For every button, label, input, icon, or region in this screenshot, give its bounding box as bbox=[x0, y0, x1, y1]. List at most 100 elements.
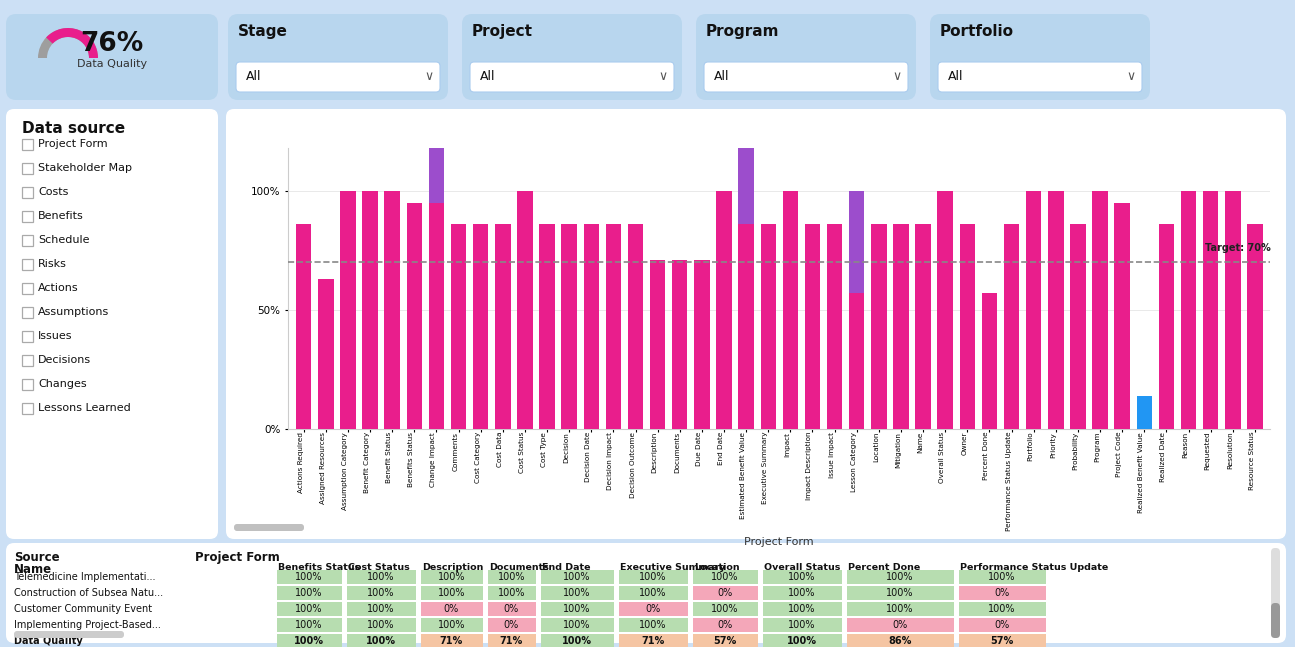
Bar bbox=[828, 224, 842, 429]
Text: 100%: 100% bbox=[640, 572, 667, 582]
Bar bbox=[960, 570, 1046, 584]
Text: 100%: 100% bbox=[368, 588, 395, 598]
Text: Lessons Learned: Lessons Learned bbox=[38, 403, 131, 413]
Text: Executive Summary: Executive Summary bbox=[620, 563, 725, 572]
Bar bbox=[694, 260, 710, 429]
Bar bbox=[693, 618, 758, 632]
Text: 100%: 100% bbox=[497, 588, 526, 598]
Bar bbox=[1004, 224, 1019, 429]
Bar bbox=[407, 203, 422, 429]
Text: 100%: 100% bbox=[711, 572, 738, 582]
Text: 100%: 100% bbox=[789, 620, 816, 630]
Bar bbox=[672, 260, 688, 429]
Text: 71%: 71% bbox=[641, 636, 664, 646]
Bar bbox=[619, 602, 688, 616]
Text: 100%: 100% bbox=[438, 620, 465, 630]
FancyBboxPatch shape bbox=[938, 62, 1142, 92]
Bar bbox=[894, 224, 909, 429]
Bar bbox=[619, 586, 688, 600]
Text: Data Quality: Data Quality bbox=[76, 59, 148, 69]
Bar bbox=[693, 570, 758, 584]
Text: All: All bbox=[948, 71, 963, 83]
Text: 100%: 100% bbox=[640, 588, 667, 598]
Text: Percent Done: Percent Done bbox=[848, 563, 921, 572]
Text: 57%: 57% bbox=[714, 636, 737, 646]
Text: End Date: End Date bbox=[543, 563, 591, 572]
Text: Cost Status: Cost Status bbox=[348, 563, 409, 572]
Bar bbox=[22, 331, 32, 342]
Text: 100%: 100% bbox=[295, 604, 322, 614]
Bar bbox=[738, 55, 754, 224]
Text: 100%: 100% bbox=[563, 604, 591, 614]
Bar bbox=[347, 618, 416, 632]
Text: ∨: ∨ bbox=[1125, 71, 1136, 83]
Bar bbox=[628, 224, 644, 429]
Bar bbox=[277, 570, 342, 584]
FancyBboxPatch shape bbox=[470, 62, 673, 92]
Bar bbox=[847, 570, 954, 584]
Text: 0%: 0% bbox=[504, 604, 519, 614]
Text: 100%: 100% bbox=[563, 620, 591, 630]
Bar bbox=[804, 224, 820, 429]
Text: 0%: 0% bbox=[717, 588, 733, 598]
Bar bbox=[421, 634, 483, 647]
Text: 100%: 100% bbox=[366, 636, 396, 646]
Bar bbox=[960, 586, 1046, 600]
FancyBboxPatch shape bbox=[1270, 603, 1279, 638]
Bar bbox=[539, 224, 554, 429]
Text: Issues: Issues bbox=[38, 331, 73, 341]
Bar bbox=[650, 260, 666, 429]
Text: Data source: Data source bbox=[22, 121, 126, 136]
X-axis label: Project Form: Project Form bbox=[745, 537, 815, 547]
Bar bbox=[1159, 224, 1175, 429]
Bar bbox=[916, 224, 931, 429]
Text: Stakeholder Map: Stakeholder Map bbox=[38, 163, 132, 173]
Bar bbox=[1026, 191, 1041, 429]
Text: Target: 70%: Target: 70% bbox=[1204, 243, 1270, 253]
Bar bbox=[488, 618, 536, 632]
Bar bbox=[1247, 224, 1263, 429]
Bar bbox=[716, 191, 732, 429]
Bar bbox=[1048, 191, 1063, 429]
Text: Location: Location bbox=[694, 563, 739, 572]
Bar bbox=[22, 355, 32, 366]
Text: 100%: 100% bbox=[789, 572, 816, 582]
Bar bbox=[847, 602, 954, 616]
Bar bbox=[982, 293, 997, 429]
Wedge shape bbox=[47, 28, 98, 58]
Bar bbox=[277, 586, 342, 600]
Bar bbox=[619, 618, 688, 632]
Bar bbox=[295, 224, 311, 429]
Text: Project Form: Project Form bbox=[196, 551, 280, 564]
FancyBboxPatch shape bbox=[6, 543, 1286, 643]
FancyBboxPatch shape bbox=[704, 62, 908, 92]
Text: Risks: Risks bbox=[38, 259, 67, 269]
Bar bbox=[960, 602, 1046, 616]
Bar bbox=[619, 570, 688, 584]
Text: 100%: 100% bbox=[886, 572, 914, 582]
Bar bbox=[1137, 396, 1153, 429]
Text: Description: Description bbox=[422, 563, 483, 572]
Text: 100%: 100% bbox=[886, 604, 914, 614]
FancyBboxPatch shape bbox=[695, 14, 916, 100]
Bar bbox=[429, 119, 444, 203]
Bar bbox=[347, 570, 416, 584]
Bar bbox=[960, 224, 975, 429]
Bar bbox=[738, 224, 754, 429]
Text: Benefits: Benefits bbox=[38, 211, 84, 221]
Bar bbox=[22, 211, 32, 222]
FancyBboxPatch shape bbox=[462, 14, 682, 100]
Text: 0%: 0% bbox=[995, 588, 1010, 598]
Bar bbox=[1093, 191, 1107, 429]
Bar bbox=[488, 570, 536, 584]
Bar bbox=[22, 187, 32, 198]
Text: 100%: 100% bbox=[988, 604, 1015, 614]
Text: 100%: 100% bbox=[562, 636, 592, 646]
Text: 100%: 100% bbox=[789, 604, 816, 614]
Bar bbox=[488, 634, 536, 647]
Text: Schedule: Schedule bbox=[38, 235, 89, 245]
Text: Implementing Project-Based...: Implementing Project-Based... bbox=[14, 620, 161, 630]
Text: 100%: 100% bbox=[988, 572, 1015, 582]
Bar bbox=[421, 586, 483, 600]
Bar bbox=[277, 634, 342, 647]
